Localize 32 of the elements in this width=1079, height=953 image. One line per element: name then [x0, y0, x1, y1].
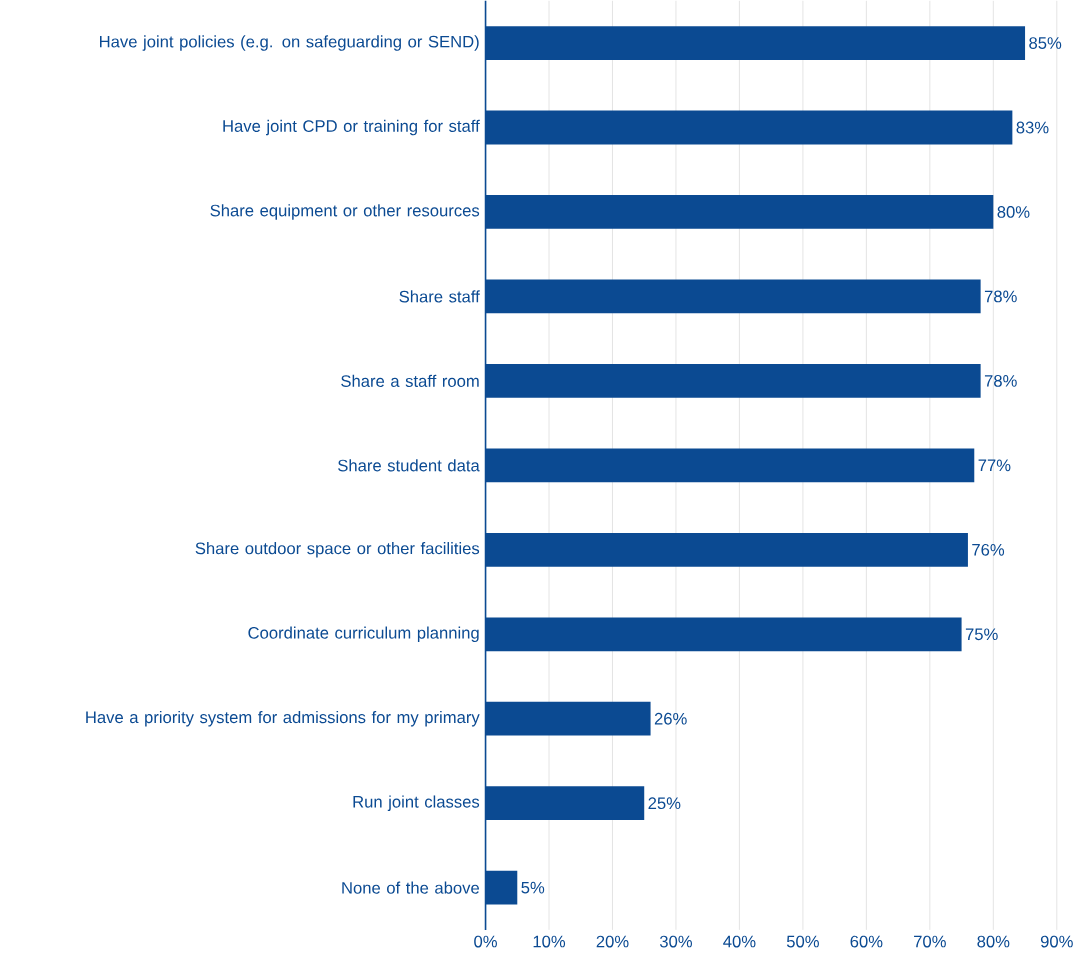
data-label: 77% [978, 459, 1011, 472]
data-label: 85% [1029, 37, 1062, 49]
x-tick-label: 50% [786, 935, 819, 948]
y-tick-label: Have joint CPD or training for staff [223, 119, 480, 136]
x-tick-label: 40% [723, 935, 756, 948]
y-tick-label: Share student data [338, 459, 480, 472]
x-tick-label: 80% [977, 935, 1010, 948]
data-label: 80% [997, 206, 1030, 218]
y-tick-label: Share a staff room [341, 374, 479, 388]
y-tick-label: Share equipment or other resources [210, 204, 480, 220]
y-tick-label: Have a priority system for admissions for my primary [86, 710, 480, 727]
y-tick-label: Have joint policies (e.g. on safeguarding or SEND) [100, 35, 479, 51]
y-tick-label: Coordinate curriculum planning [248, 626, 479, 643]
x-tick-label: 0% [474, 935, 497, 948]
x-tick-label: 30% [659, 935, 693, 948]
data-label: 75% [965, 628, 998, 641]
data-label: 25% [648, 797, 681, 810]
data-label: 5% [521, 881, 545, 894]
data-label: 76% [972, 543, 1005, 556]
x-tick-label: 70% [914, 935, 946, 948]
data-label: 78% [984, 290, 1017, 303]
y-tick-label: None of the above [342, 881, 480, 894]
x-tick-label: 10% [533, 935, 566, 948]
y-tick-label: Run joint classes [353, 795, 480, 811]
x-tick-label: 20% [596, 935, 629, 948]
data-label: 26% [654, 712, 687, 725]
x-tick-label: 90% [1040, 935, 1073, 948]
data-label: 78% [984, 375, 1017, 387]
y-tick-label: Share staff [399, 290, 480, 303]
data-label: 83% [1016, 121, 1049, 134]
y-tick-label: Share outdoor space or other facilities [195, 542, 480, 558]
x-tick-label: 60% [850, 935, 883, 948]
